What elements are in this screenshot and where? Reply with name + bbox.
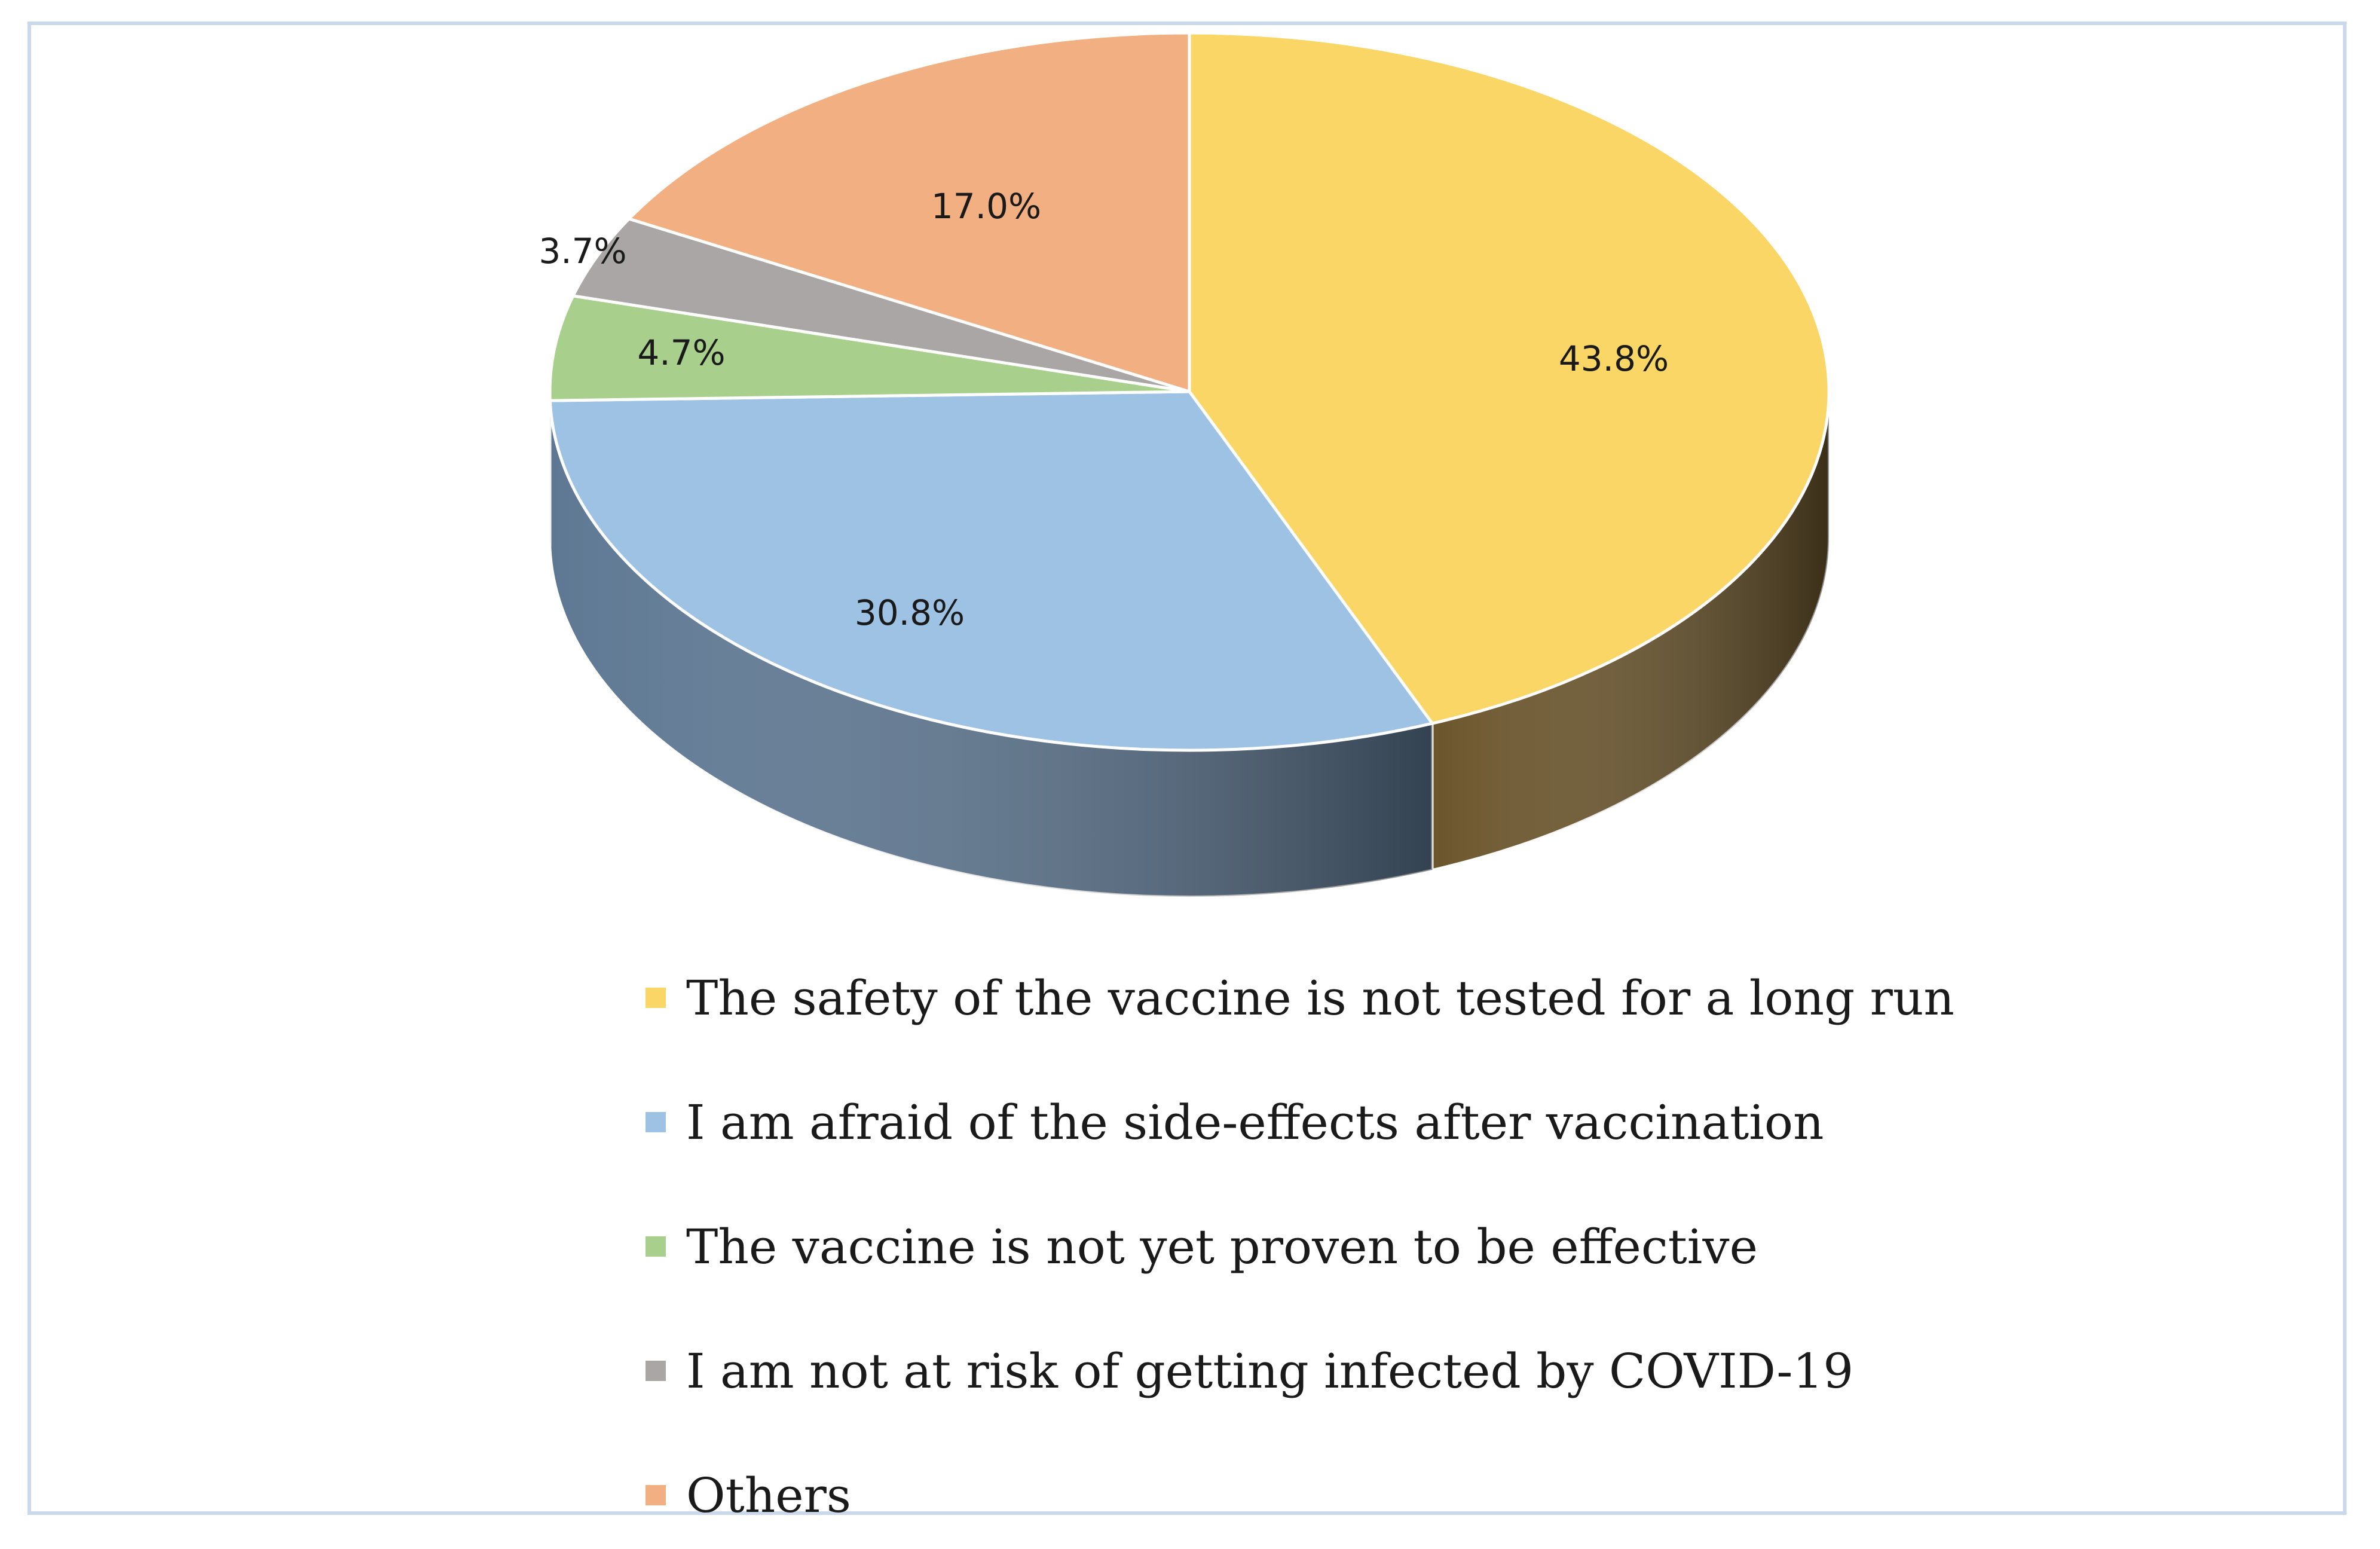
- pie-data-label-0: 43.8%: [1559, 338, 1669, 379]
- pie-data-label-4: 17.0%: [931, 186, 1041, 227]
- legend-label: I am not at risk of getting infected by …: [686, 1343, 1854, 1399]
- pie-slice-2: [548, 294, 1191, 402]
- pie-data-label-2: 4.7%: [637, 332, 725, 373]
- legend: The safety of the vaccine is not tested …: [646, 936, 1960, 1549]
- legend-swatch: [646, 1236, 666, 1257]
- pie-data-label-3: 3.7%: [539, 231, 626, 271]
- legend-swatch: [646, 988, 666, 1008]
- legend-swatch: [646, 1485, 666, 1505]
- pie-slice-1: [548, 390, 1434, 752]
- pie-slice-3: [571, 217, 1191, 393]
- pie-side-shade-1: [550, 401, 1433, 897]
- legend-item-2: The vaccine is not yet proven to be effe…: [646, 1184, 1960, 1309]
- legend-item-4: Others: [646, 1433, 1960, 1549]
- pie-data-labels: 43.8% 30.8% 4.7% 3.7% 17.0%: [539, 186, 1669, 633]
- pie-slices: [548, 31, 1831, 752]
- legend-item-3: I am not at risk of getting infected by …: [646, 1309, 1960, 1433]
- pie-data-label-1: 30.8%: [855, 592, 965, 633]
- pie-slice-4: [627, 31, 1191, 393]
- legend-label: The vaccine is not yet proven to be effe…: [686, 1218, 1758, 1275]
- legend-label: Others: [686, 1467, 851, 1523]
- legend-label: I am afraid of the side-effects after va…: [686, 1094, 1824, 1150]
- legend-label: The safety of the vaccine is not tested …: [686, 970, 1954, 1026]
- legend-swatch: [646, 1112, 666, 1132]
- legend-swatch: [646, 1361, 666, 1381]
- pie-slice-0: [1188, 31, 1831, 725]
- pie-side-shade-0: [1432, 392, 1829, 870]
- legend-item-1: I am afraid of the side-effects after va…: [646, 1060, 1960, 1184]
- legend-item-0: The safety of the vaccine is not tested …: [646, 936, 1960, 1060]
